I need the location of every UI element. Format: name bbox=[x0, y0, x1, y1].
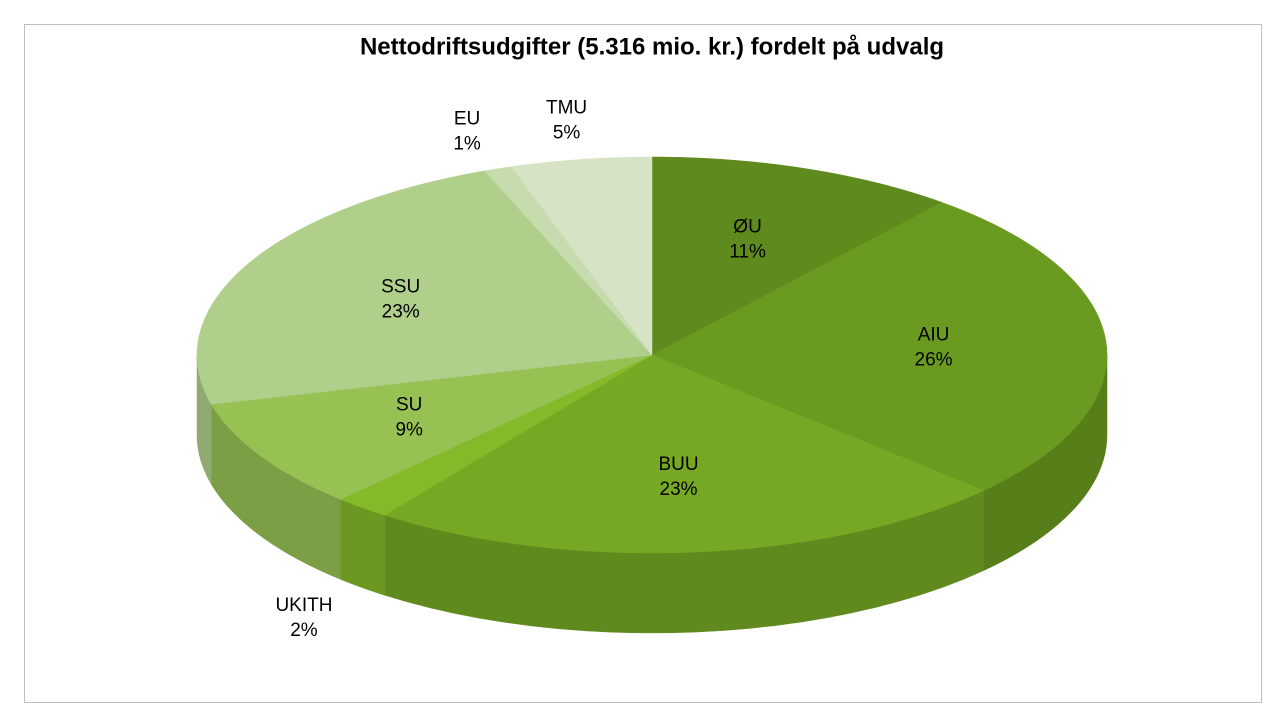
slice bbox=[651, 202, 1108, 491]
slice-label-name: TMU bbox=[546, 97, 587, 118]
slice bbox=[210, 354, 653, 500]
slice-label-value: 1% bbox=[453, 133, 481, 154]
slice-label-name: ØU bbox=[733, 217, 762, 238]
slice-label-value: 23% bbox=[660, 479, 698, 500]
slice-label-value: 26% bbox=[915, 349, 953, 370]
slice-label-name: AIU bbox=[918, 324, 950, 345]
slice-side bbox=[340, 498, 385, 596]
slice-label-value: 9% bbox=[395, 420, 423, 441]
slice bbox=[339, 354, 653, 516]
slice bbox=[510, 156, 653, 356]
slice bbox=[196, 170, 653, 405]
slice-label-name: UKITH bbox=[275, 595, 332, 616]
slice-label-name: EU bbox=[454, 108, 480, 129]
slice-label-value: 2% bbox=[290, 620, 318, 641]
slice bbox=[651, 156, 943, 356]
slice-label-name: SU bbox=[396, 395, 422, 416]
slice-label-name: SSU bbox=[381, 276, 420, 297]
slice bbox=[383, 354, 985, 554]
chart-title: Nettodriftsudgifter (5.316 mio. kr.) for… bbox=[360, 33, 944, 60]
slice-label-value: 11% bbox=[729, 242, 766, 263]
slice-label-value: 5% bbox=[553, 122, 581, 143]
slice-label-name: BUU bbox=[658, 454, 698, 475]
slice-label-value: 23% bbox=[382, 301, 420, 322]
